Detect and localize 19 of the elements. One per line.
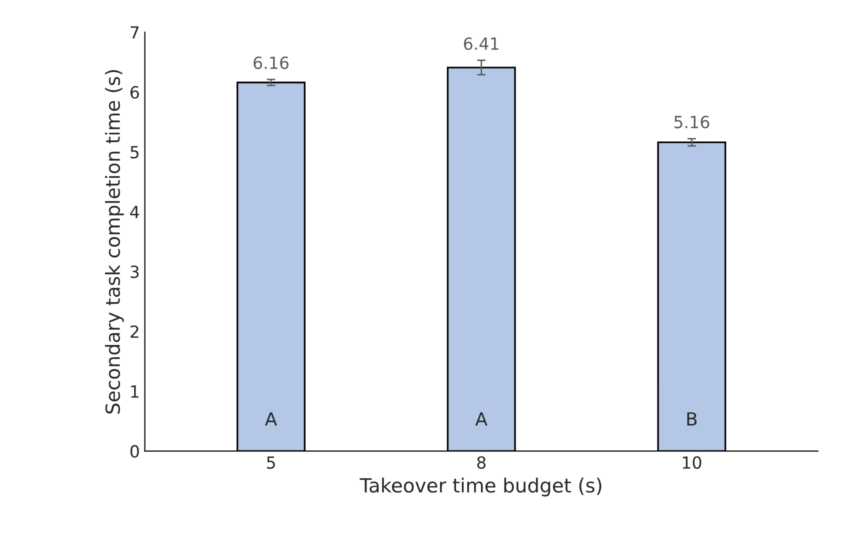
y-tick-label: 4 [130,206,140,218]
annotation: A [475,412,488,426]
data-label: 6.16 [254,56,289,70]
y-tick-label: 6 [130,86,139,99]
data-label: 5.16 [674,116,710,128]
x-tick-label: 8 [477,456,486,469]
x-tick-label: 10 [682,456,702,469]
y-tick-label: 7 [130,26,139,39]
annotation: A [265,412,278,426]
y-tick-label: 0 [130,445,139,458]
data-label: 6.41 [464,37,498,50]
y-tick-label: 2 [130,325,138,338]
y-tick-label: 1 [131,385,138,398]
x-tick-label: 5 [267,456,275,469]
x-axis-title: Takeover time budget (s) [360,478,602,496]
y-tick-label: 5 [130,146,139,158]
y-tick-label: 3 [130,266,139,278]
annotation: B [687,412,697,426]
y-axis-title: Secondary task completion time (s) [105,70,124,414]
